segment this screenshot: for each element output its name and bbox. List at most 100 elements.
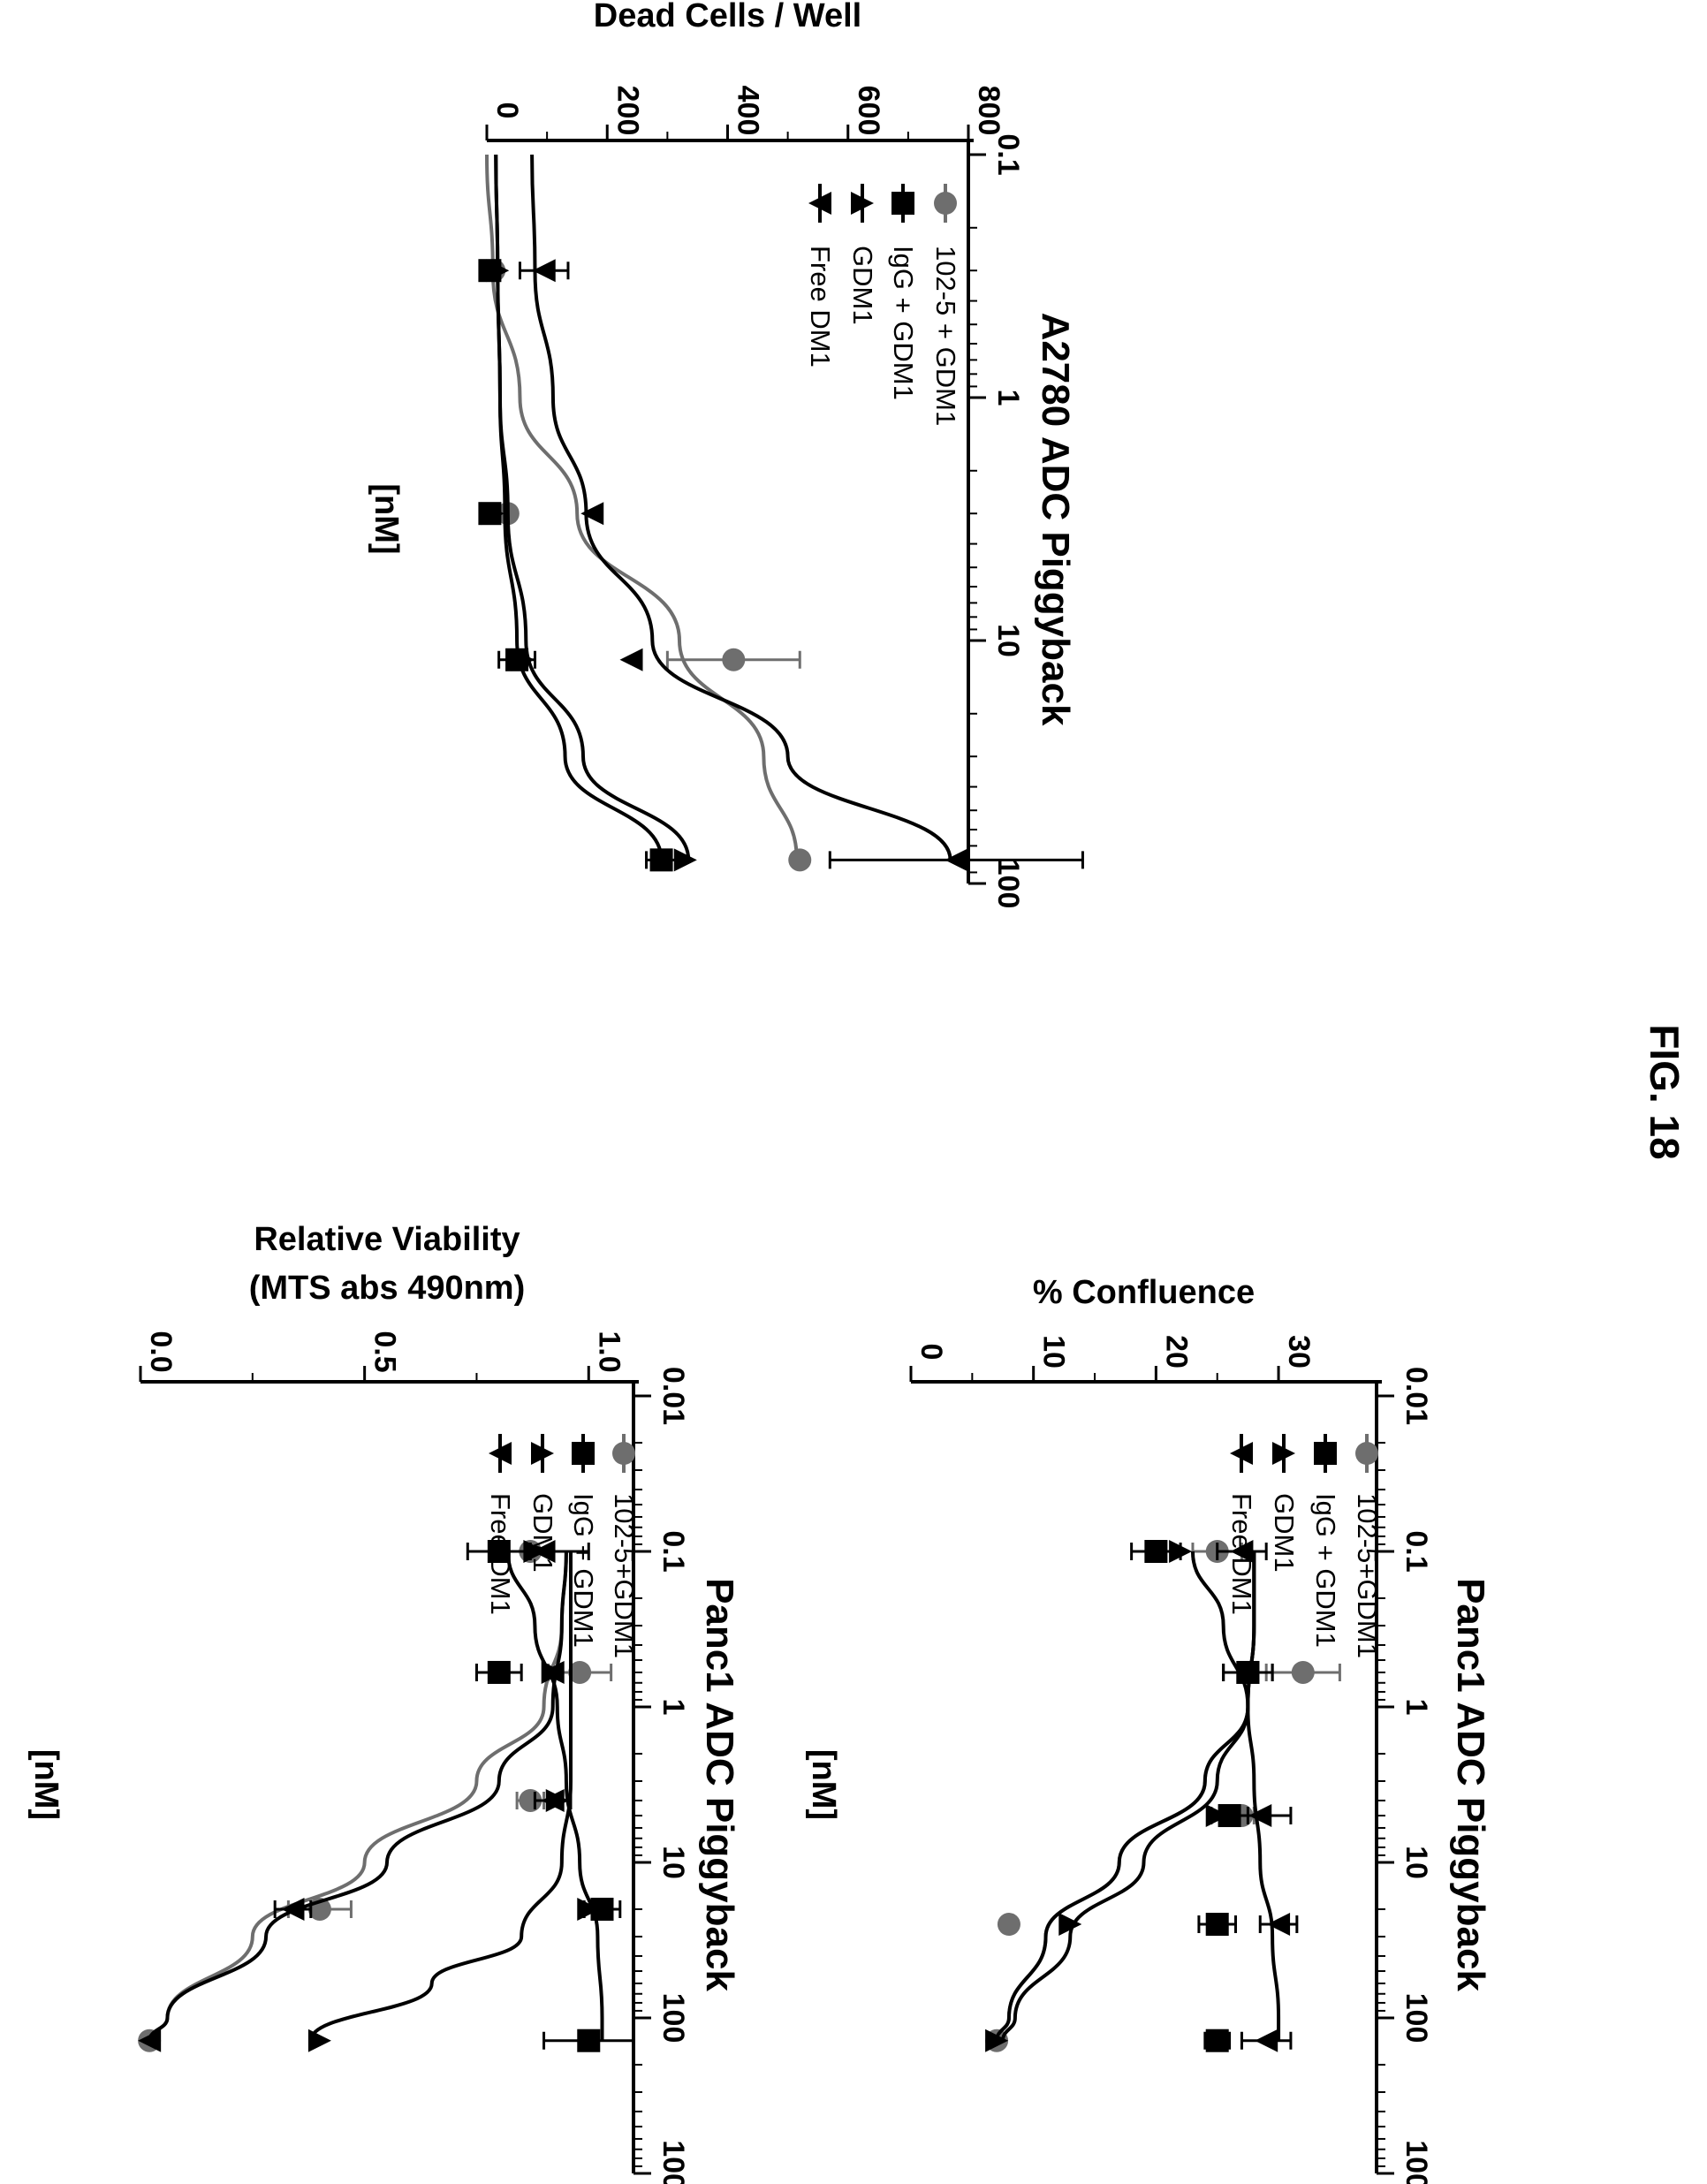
legend-label: 102-5 + GDM1: [930, 246, 961, 426]
legend-entry: Free DM1: [1226, 1434, 1257, 1615]
y-tick-label: 200: [611, 86, 644, 136]
legend-marker: [1314, 1442, 1337, 1465]
x-tick-label: 0.01: [656, 1367, 690, 1425]
fit-curve: [1190, 1551, 1281, 2041]
legend-marker: [572, 1442, 595, 1465]
y-axis-title: (MTS abs 490nm): [249, 1270, 526, 1307]
fit-curve: [505, 1551, 604, 2041]
data-point: [1248, 1804, 1272, 1828]
x-tick-label: 1: [656, 1699, 690, 1716]
fit-curve: [1001, 1551, 1256, 2041]
x-tick-label: 1000: [656, 2140, 690, 2184]
x-tick-label: 10: [656, 1846, 690, 1879]
data-point: [568, 1660, 592, 1684]
legend-marker: [1272, 1442, 1295, 1465]
data-point: [1205, 1804, 1229, 1828]
series-102-5-gdm1: [985, 1540, 1341, 2052]
y-tick-label: 0.0: [144, 1331, 178, 1372]
chart-title: Panc1 ADC Piggyback: [698, 1578, 741, 1991]
fit-curve: [148, 1551, 568, 2042]
legend-marker: [891, 192, 914, 215]
data-point: [1144, 1540, 1168, 1563]
x-tick-label: 100: [991, 859, 1025, 909]
data-point: [307, 2029, 331, 2052]
data-point: [1230, 1540, 1254, 1563]
chart-title: A2780 ADC Piggyback: [1034, 313, 1077, 726]
legend-label: GDM1: [1269, 1493, 1300, 1573]
x-tick-label: 100: [1400, 1993, 1433, 2044]
legend-entry: IgG + GDM1: [568, 1434, 599, 1648]
legend-label: IgG + GDM1: [1310, 1493, 1341, 1648]
fit-curve: [148, 1551, 568, 2042]
series-free-dm1: [138, 1540, 604, 2052]
data-point: [945, 848, 968, 872]
x-tick-label: 10: [991, 624, 1025, 657]
legend-label: Free DM1: [805, 246, 836, 368]
data-point: [673, 848, 697, 872]
data-point: [1267, 1913, 1291, 1937]
y-axis-title: Relative Viability: [254, 1221, 520, 1258]
series-102-5-gdm1: [138, 1540, 613, 2052]
series-gdm1: [481, 154, 697, 872]
x-tick-label: 0.01: [1400, 1367, 1433, 1425]
x-axis-title: [nM]: [27, 1749, 64, 1820]
legend-entry: 102-5+GDM1: [609, 1434, 640, 1658]
x-axis-title: [nM]: [805, 1749, 842, 1820]
legend-entry: GDM1: [847, 184, 878, 325]
y-tick-label: 30: [1282, 1335, 1316, 1369]
y-tick-label: 600: [852, 86, 885, 136]
legend-marker: [1355, 1442, 1378, 1465]
x-tick-label: 0.1: [656, 1530, 690, 1572]
data-point: [619, 648, 643, 671]
x-tick-label: 10: [1400, 1846, 1433, 1879]
y-tick-label: 400: [732, 86, 765, 136]
y-tick-label: 0.5: [368, 1331, 402, 1372]
y-axis-title: Dead Cells / Well: [594, 0, 861, 34]
legend-marker: [808, 192, 831, 215]
data-point: [487, 1660, 511, 1684]
data-point: [138, 2029, 162, 2052]
series-free-dm1: [1190, 1540, 1299, 2052]
data-point: [985, 2029, 1009, 2052]
data-point: [511, 648, 535, 671]
data-point: [1255, 2029, 1278, 2052]
x-tick-label: 1000: [1400, 2140, 1433, 2184]
x-axis-title: [nM]: [368, 483, 405, 554]
fit-curve: [995, 1551, 1256, 2041]
legend-entry: GDM1: [1269, 1434, 1300, 1573]
legend-marker: [489, 1442, 512, 1465]
series-102-5-gdm1: [482, 154, 812, 872]
y-tick-label: 10: [1037, 1335, 1071, 1369]
chart-panc1-relative-viability: 0.0 0.5 1.0 0.01 0.1 1 10 100 1000 Panc1 ADC Pigg…: [27, 1221, 741, 2184]
legend-marker: [531, 1442, 554, 1465]
chart-title: Panc1 ADC Piggyback: [1449, 1578, 1492, 1991]
data-point: [577, 1897, 601, 1921]
legend-label: 102-5+GDM1: [609, 1493, 640, 1658]
legend-label: Free DM1: [485, 1493, 516, 1615]
data-point: [1169, 1540, 1193, 1563]
data-point: [722, 648, 746, 671]
data-point: [541, 1788, 565, 1812]
y-tick-label: 0: [490, 102, 524, 119]
chart-panc1-confluence: 0 10 20 30 0.01 0.1 1 10 100 1000 Panc1 ADC Piggyb…: [805, 1274, 1492, 2184]
y-tick-label: 0: [914, 1344, 948, 1361]
legend-entry: Free DM1: [485, 1434, 516, 1615]
legend-marker: [612, 1442, 635, 1465]
legend-label: 102-5+GDM1: [1352, 1493, 1383, 1658]
legend-marker: [934, 192, 957, 215]
legend-label: IgG + GDM1: [568, 1493, 599, 1648]
legend-entry: 102-5 + GDM1: [930, 184, 961, 426]
data-point: [997, 1913, 1020, 1937]
data-point: [532, 1540, 556, 1563]
x-tick-label: 0.1: [1400, 1530, 1433, 1572]
y-tick-label: 1.0: [592, 1331, 626, 1372]
legend-label: IgG + GDM1: [888, 246, 919, 400]
fit-curve: [485, 154, 799, 861]
y-tick-label: 800: [972, 86, 1005, 136]
data-point: [1291, 1660, 1315, 1684]
data-point: [1058, 1913, 1082, 1937]
data-point: [1205, 1913, 1229, 1937]
series-free-dm1: [518, 154, 1084, 872]
